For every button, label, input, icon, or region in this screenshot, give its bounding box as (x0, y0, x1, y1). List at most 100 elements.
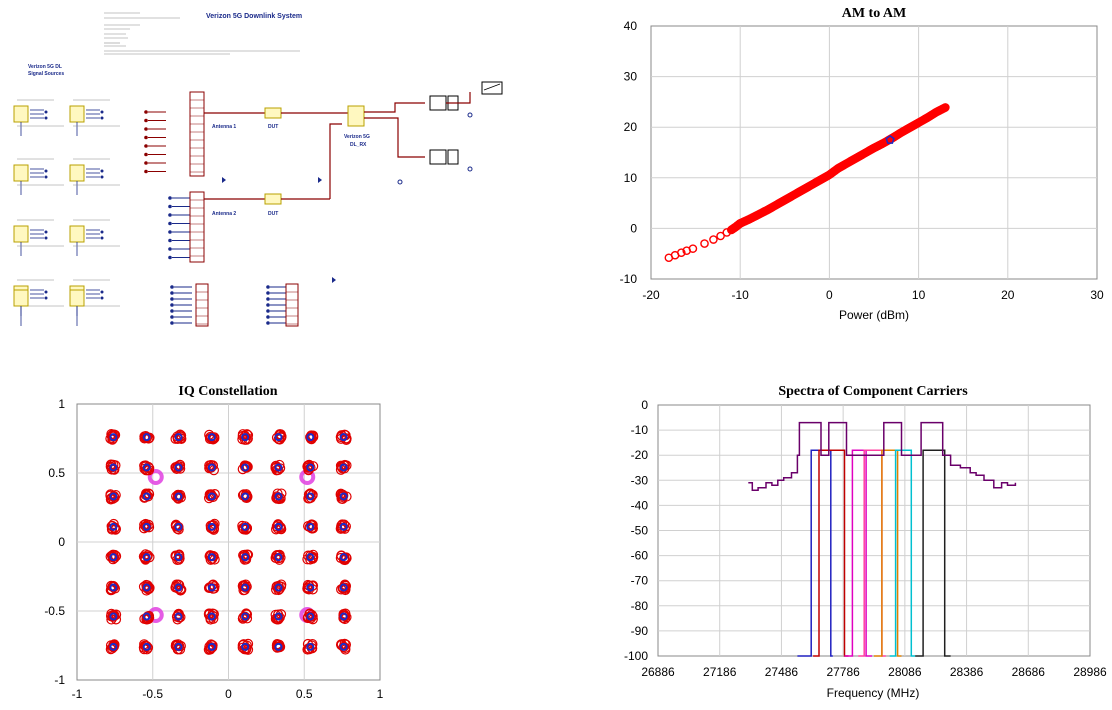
source-block (69, 289, 85, 307)
spectra-ytick-label: -40 (631, 498, 649, 512)
iq-received-symbol (240, 582, 251, 593)
port-terminal (144, 152, 148, 157)
iq-received-symbol (240, 579, 251, 590)
am-ytick-label: 0 (630, 221, 637, 235)
iq-ideal-symbol (339, 553, 348, 562)
iq-series (105, 429, 352, 655)
iq-ideal-symbol (339, 612, 348, 621)
iq-ytick-label: -0.5 (44, 604, 65, 618)
dut-block (264, 107, 282, 119)
iq-ideal-symbol (142, 642, 151, 651)
iq-ideal-symbol (306, 463, 315, 472)
sources-label-2: Signal Sources (28, 71, 64, 77)
spectra-series-line (915, 449, 951, 657)
am-data-point (700, 239, 709, 248)
signal-wire (446, 92, 471, 104)
output-port (467, 112, 473, 118)
source-port (100, 290, 104, 294)
combiner-block (189, 91, 205, 177)
iq-ideal-symbol (207, 463, 216, 472)
am-ytick-label: 20 (624, 120, 638, 134)
am-to-am-chart: AM to AM -20 -10 0 10 20 30 40 30 20 10 0 -10 Power… (620, 6, 1104, 322)
port-terminal (266, 285, 270, 289)
iq-received-symbol (276, 432, 287, 443)
iq-ideal-symbol (306, 612, 315, 621)
meter-block (481, 81, 503, 95)
spectra-ytick-label: -10 (631, 423, 649, 437)
iq-ideal-symbol (274, 522, 283, 531)
port-terminal (170, 321, 174, 325)
iq-ideal-symbol (109, 433, 118, 442)
am-data-point (677, 248, 686, 257)
port-terminal (170, 303, 174, 307)
iq-received-symbol (141, 585, 152, 596)
source-block (13, 105, 29, 123)
source-port (100, 236, 104, 240)
output-arrow (318, 177, 322, 183)
iq-ideal-symbol (306, 433, 315, 442)
iq-received-symbol (141, 522, 152, 533)
spectra-ytick-label: -50 (631, 524, 649, 538)
port-terminal (266, 309, 270, 313)
iq-ideal-symbol (109, 583, 118, 592)
port-terminal (266, 291, 270, 295)
spectra-series-line (889, 449, 916, 657)
output-arrow (332, 277, 336, 283)
spectra-ytick-label: -90 (631, 624, 649, 638)
rx-block (347, 105, 365, 127)
source-block (69, 225, 85, 243)
iq-received-symbol (108, 518, 119, 530)
iq-xtick-label: 1 (377, 687, 384, 701)
spectra-xtick-label: 28086 (888, 665, 922, 679)
iq-received-symbol (141, 432, 152, 443)
iq-ideal-symbol (142, 433, 151, 442)
iq-ideal-symbol (109, 642, 118, 651)
iq-ideal-symbol (274, 583, 283, 592)
spectra-series-line (874, 449, 902, 657)
iq-xtick-label: -1 (72, 687, 83, 701)
source-port (44, 236, 48, 240)
signal-sources (13, 99, 120, 326)
iq-received-symbol (141, 641, 152, 652)
source-port (44, 110, 48, 114)
spectra-series-line (844, 449, 872, 657)
iq-ideal-symbol (339, 492, 348, 501)
source-port (44, 175, 48, 179)
output-arrow (222, 177, 226, 183)
port-terminal (170, 297, 174, 301)
port-terminal (144, 169, 148, 174)
iq-ideal-symbol (306, 553, 315, 562)
iq-ideal-symbol (142, 612, 151, 621)
iq-ideal-symbol (174, 433, 183, 442)
dut-block (264, 193, 282, 205)
iq-received-symbol (107, 551, 119, 562)
iq-chart-title: IQ Constellation (178, 384, 277, 399)
iq-ideal-symbol (174, 583, 183, 592)
dut2-label: DUT (268, 211, 278, 217)
iq-received-symbol (305, 462, 316, 473)
combiner-block (189, 191, 205, 263)
port-terminal (144, 127, 148, 131)
source-port (100, 230, 104, 234)
analyzer-block (429, 149, 447, 165)
port-terminal (266, 303, 270, 307)
iq-ideal-symbol (207, 433, 216, 442)
iq-ideal-symbol (241, 642, 250, 651)
iq-ideal-symbol (174, 642, 183, 651)
iq-ideal-symbol (142, 492, 151, 501)
iq-ideal-symbol (207, 522, 216, 531)
antenna1-label: Antenna 1 (212, 124, 236, 130)
schematic-panel: Verizon 5G Downlink System Verizon 5G DL… (13, 12, 503, 327)
iq-received-symbol (207, 579, 219, 590)
iq-ideal-symbol (274, 433, 283, 442)
iq-ytick-label: -1 (54, 673, 65, 687)
iq-received-symbol (270, 461, 281, 472)
iq-ideal-symbol (339, 583, 348, 592)
iq-ideal-symbol (174, 463, 183, 472)
spectra-ytick-label: -60 (631, 549, 649, 563)
port-terminal (144, 135, 148, 140)
iq-ideal-symbol (174, 522, 183, 531)
am-reference-marker (885, 134, 895, 144)
iq-ytick-label: 0.5 (48, 466, 65, 480)
